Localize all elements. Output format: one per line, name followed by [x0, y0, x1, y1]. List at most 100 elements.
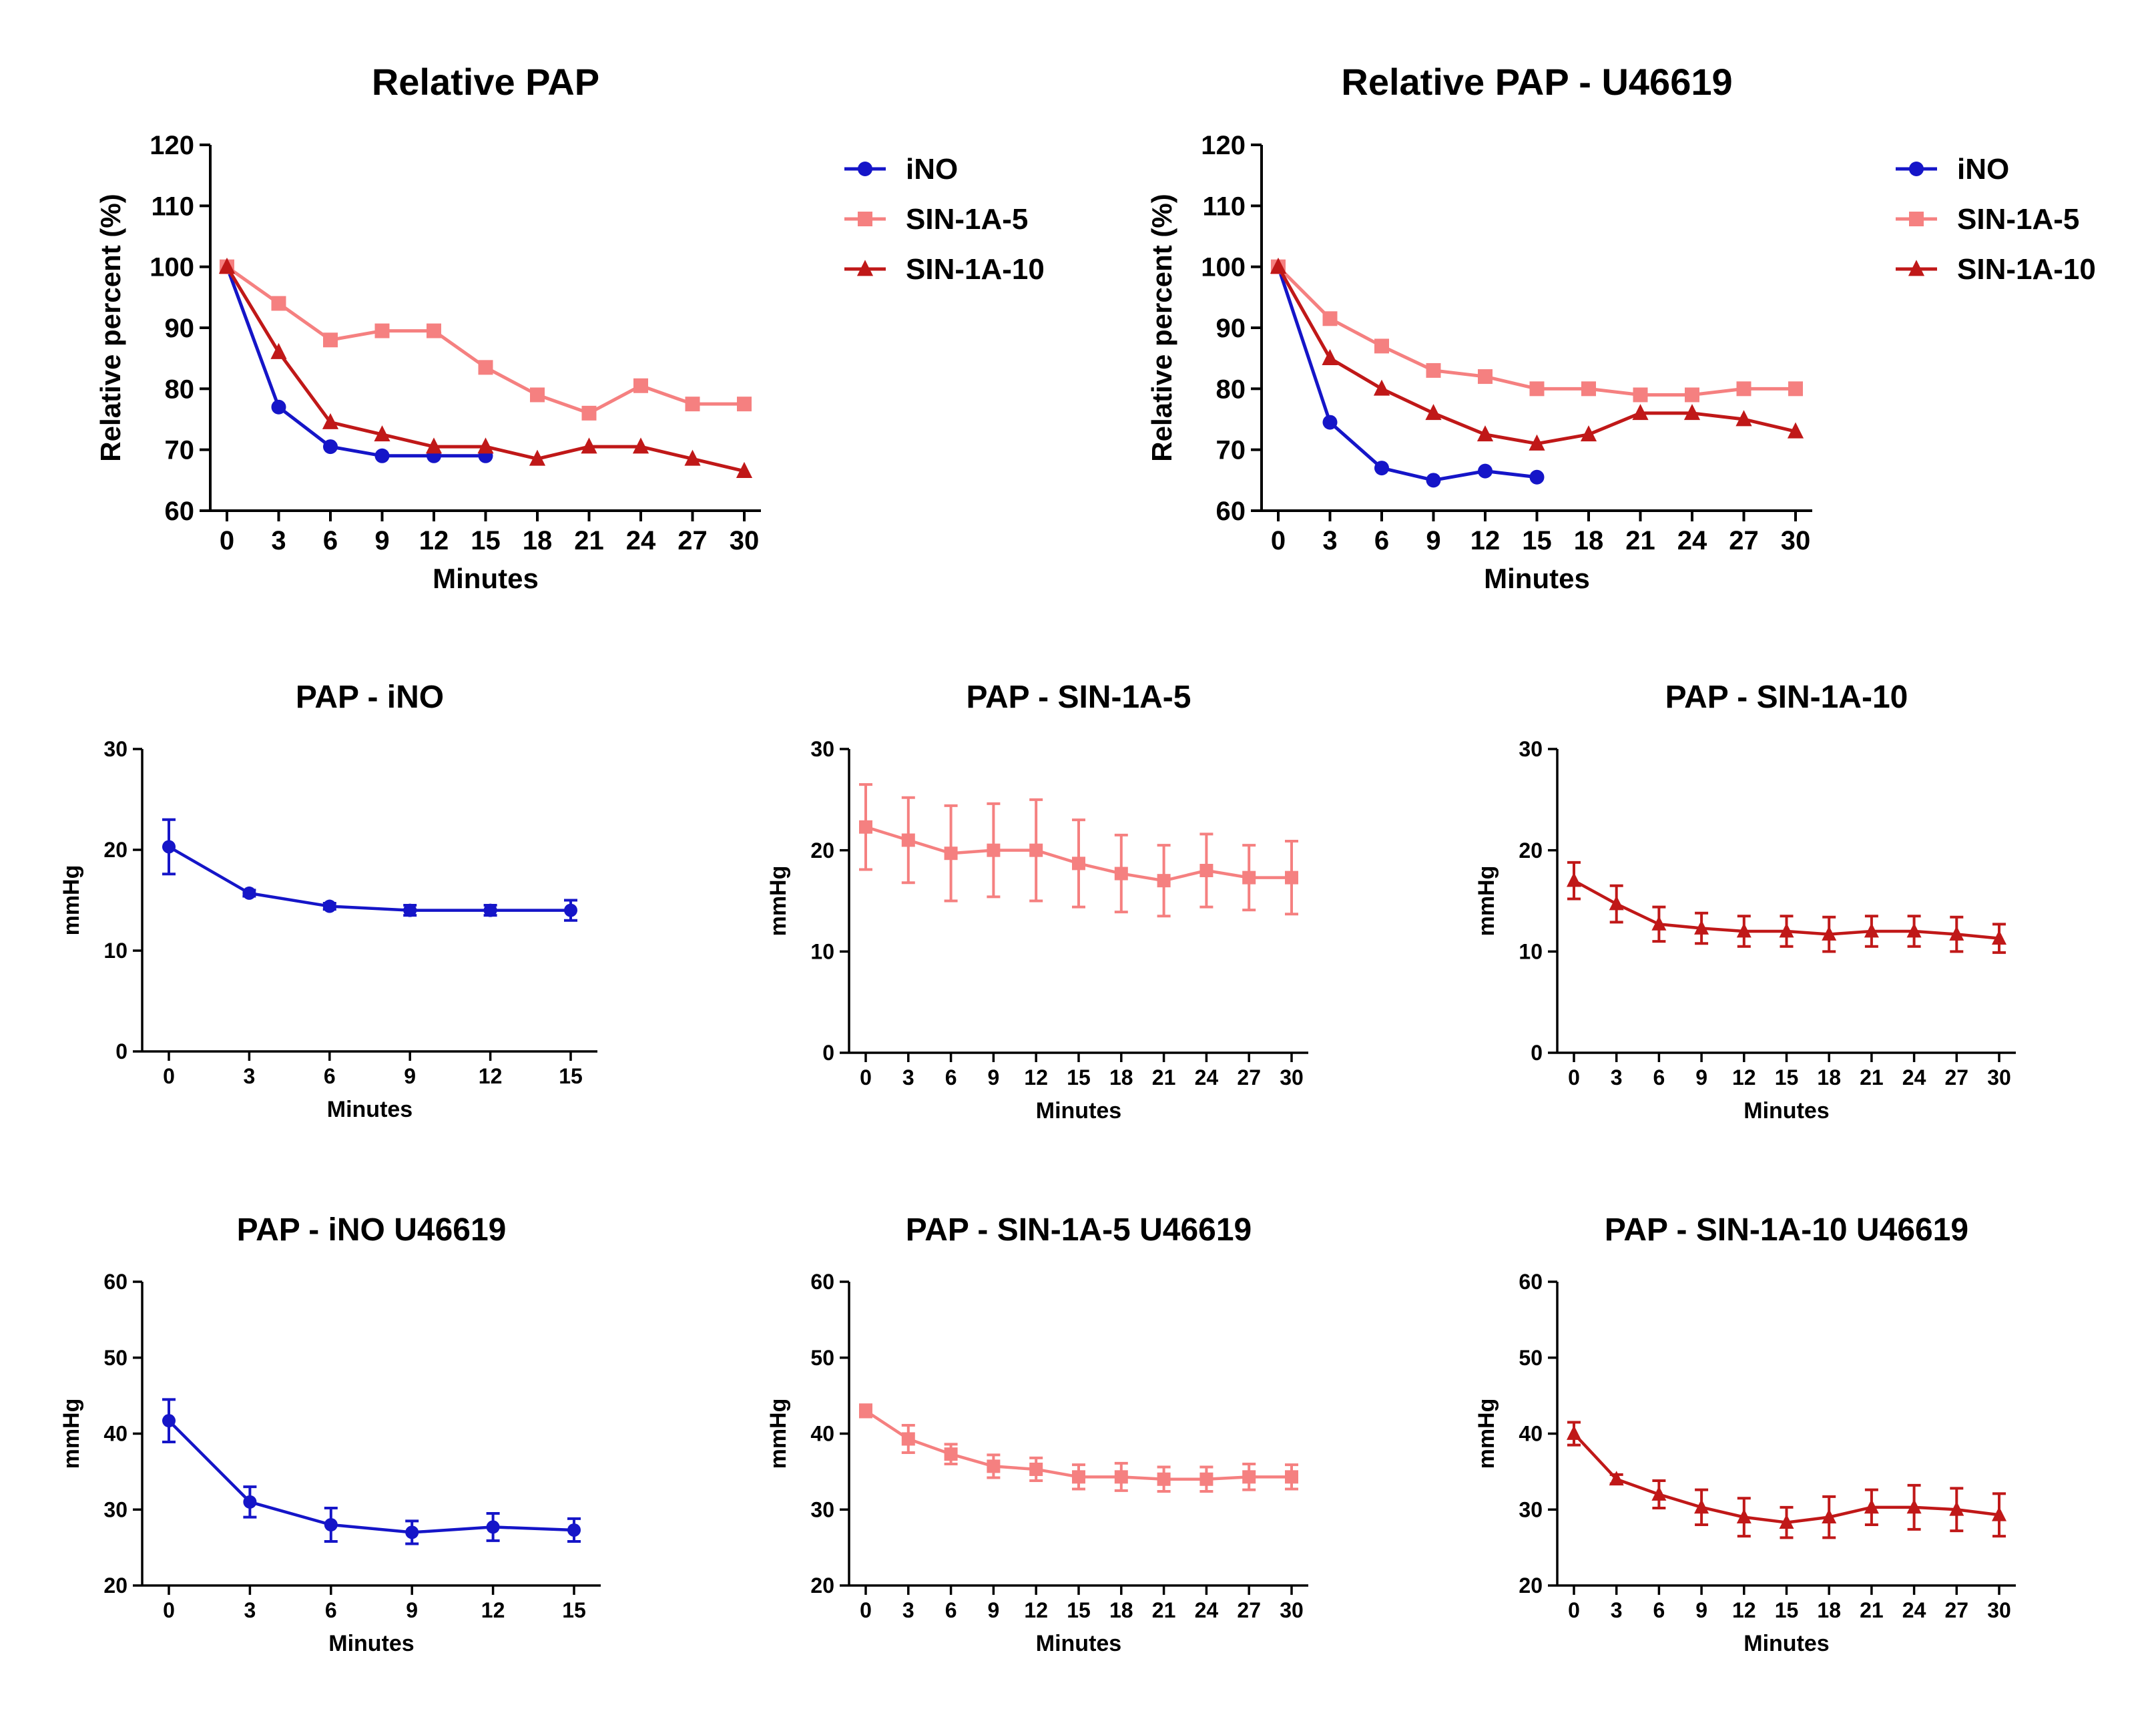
x-tick-label: 30: [1987, 1065, 2011, 1089]
chart-title: PAP - iNO: [296, 680, 444, 715]
y-axis-label: Relative percent (%): [95, 194, 126, 461]
y-tick-label: 60: [810, 1270, 834, 1294]
legend-label: SIN-1A-5: [906, 203, 1028, 236]
y-tick-label: 110: [1202, 192, 1246, 221]
data-point: [243, 1495, 257, 1509]
data-point: [1374, 461, 1389, 476]
y-tick-label: 0: [822, 1041, 834, 1065]
x-tick-label: 12: [479, 1064, 503, 1088]
y-tick-label: 20: [1519, 838, 1543, 863]
chart-pap-sin-1a-5-u46619: PAP - SIN-1A-5 U46619 20 30 40 50 60 0 3 6 9 12 15 1…: [766, 1212, 1308, 1656]
legend-marker: [1908, 260, 1925, 276]
data-point: [1694, 1499, 1709, 1514]
x-tick-label: 0: [1568, 1065, 1580, 1089]
chart-relative-pap: Relative PAP 60 70 80 90 100 110 120 0 3 6 9 12 15 18 2…: [95, 61, 1045, 594]
x-tick-label: 30: [1781, 526, 1811, 555]
y-axis-label: mmHg: [766, 1399, 791, 1469]
series-line: [1277, 265, 1796, 397]
data-point: [1476, 425, 1494, 442]
data-point: [403, 903, 417, 917]
x-tick-label: 24: [1195, 1065, 1219, 1089]
x-tick-label: 15: [1522, 526, 1552, 555]
y-axis-label: mmHg: [1474, 866, 1499, 937]
x-tick-label: 12: [1732, 1065, 1756, 1089]
x-tick-label: 24: [1195, 1598, 1219, 1622]
data-point: [242, 886, 256, 900]
x-tick-label: 0: [163, 1064, 175, 1088]
y-tick-label: 60: [103, 1270, 127, 1294]
x-tick-label: 15: [562, 1598, 586, 1622]
data-point: [486, 1520, 500, 1534]
data-point: [987, 843, 1001, 857]
data-point: [1529, 469, 1545, 485]
x-tick-label: 21: [1860, 1065, 1884, 1089]
data-point: [564, 903, 577, 917]
y-tick-label: 30: [1519, 1497, 1543, 1521]
legend-label: SIN-1A-10: [1957, 253, 2096, 286]
data-point: [1199, 864, 1214, 877]
legend: iNO SIN-1A-5 SIN-1A-10: [844, 153, 1045, 286]
data-point: [1567, 872, 1581, 887]
data-point: [1199, 1472, 1214, 1486]
chart-title: PAP - SIN-1A-5 U46619: [906, 1212, 1252, 1248]
data-point: [1736, 923, 1751, 938]
data-point: [1425, 404, 1442, 421]
data-point: [581, 405, 597, 421]
x-tick-label: 27: [678, 526, 708, 555]
y-tick-label: 30: [103, 737, 127, 761]
x-tick-label: 30: [730, 526, 760, 555]
x-tick-label: 30: [1280, 1598, 1304, 1622]
data-point: [1651, 1486, 1667, 1501]
data-point: [374, 425, 390, 442]
data-point: [1735, 410, 1752, 427]
x-axis-label: Minutes: [1036, 1098, 1121, 1124]
data-point: [1779, 923, 1794, 938]
data-point: [1949, 926, 1964, 941]
x-tick-label: 27: [1945, 1065, 1969, 1089]
y-tick-label: 20: [103, 1573, 127, 1598]
data-point: [1949, 1501, 1964, 1516]
data-point: [1736, 381, 1751, 397]
x-tick-label: 0: [1271, 526, 1286, 555]
legend-label: SIN-1A-5: [1957, 203, 2079, 236]
series-SIN-1A-5: [859, 1403, 1298, 1493]
data-point: [1426, 473, 1441, 488]
y-tick-label: 30: [810, 1497, 834, 1521]
x-tick-label: 9: [404, 1064, 416, 1088]
data-point: [859, 1404, 872, 1418]
x-tick-label: 0: [163, 1598, 175, 1622]
data-point: [685, 397, 700, 412]
x-tick-label: 21: [1860, 1598, 1884, 1622]
x-tick-label: 18: [1109, 1598, 1133, 1622]
y-tick-label: 90: [1216, 314, 1246, 343]
series-SIN-1A-10: [1567, 1421, 2006, 1539]
x-tick-label: 27: [1729, 526, 1759, 555]
data-point: [1029, 843, 1043, 857]
legend-marker: [858, 162, 872, 176]
x-tick-label: 9: [1426, 526, 1440, 555]
y-tick-label: 10: [1519, 940, 1543, 964]
x-tick-label: 3: [244, 1598, 256, 1622]
data-point: [1373, 379, 1390, 396]
data-point: [1322, 311, 1338, 326]
data-point: [405, 1525, 419, 1539]
chart-title: Relative PAP: [372, 61, 599, 103]
legend-label: SIN-1A-10: [906, 253, 1045, 286]
y-tick-label: 50: [1519, 1346, 1543, 1370]
x-tick-label: 12: [1024, 1065, 1048, 1089]
data-point: [1694, 919, 1709, 935]
y-tick-label: 110: [151, 192, 194, 221]
data-point: [1906, 1499, 1922, 1514]
data-point: [529, 449, 546, 466]
data-point: [1788, 381, 1803, 397]
data-point: [1529, 381, 1545, 397]
x-tick-label: 6: [325, 1598, 337, 1622]
data-point: [322, 899, 336, 913]
data-point: [322, 413, 339, 429]
y-tick-label: 90: [165, 314, 195, 343]
chart-title: PAP - SIN-1A-10: [1665, 680, 1908, 715]
y-tick-label: 60: [1519, 1270, 1543, 1294]
x-tick-label: 15: [1067, 1598, 1091, 1622]
series-line: [226, 265, 744, 415]
x-tick-label: 12: [1470, 526, 1501, 555]
